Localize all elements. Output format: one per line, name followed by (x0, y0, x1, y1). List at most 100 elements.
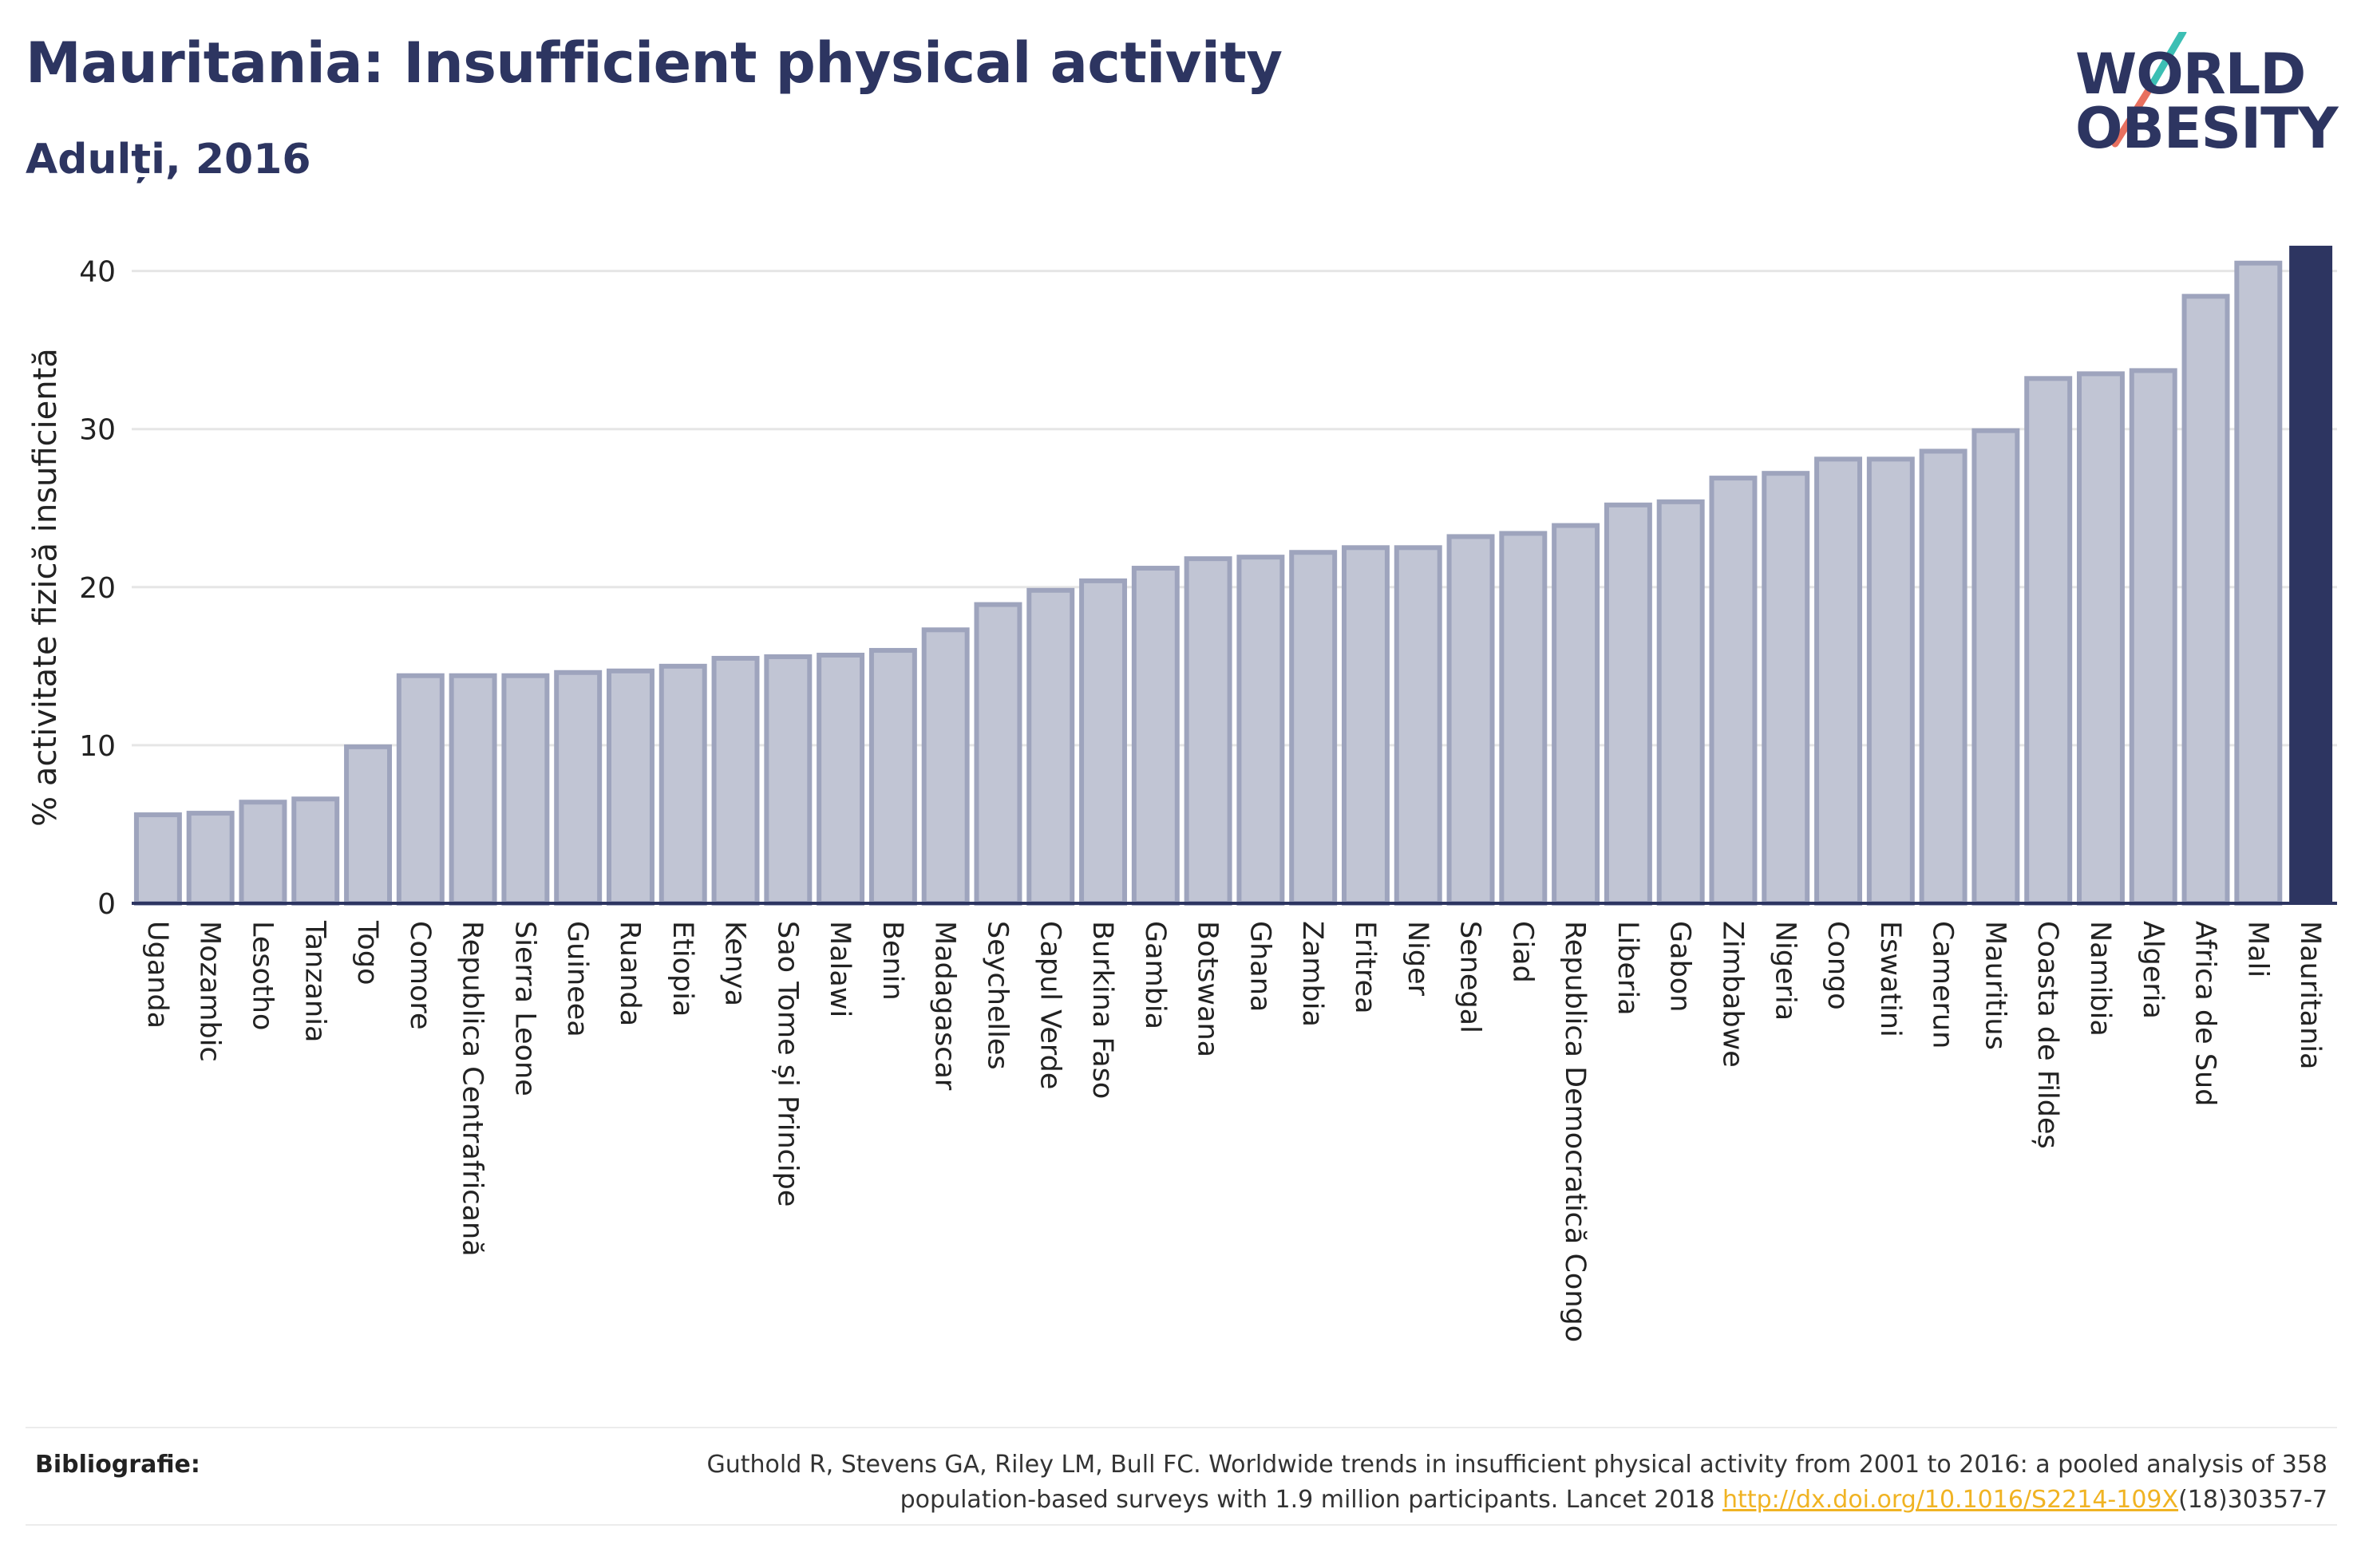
x-tick-label: Madagascar (929, 921, 961, 1091)
x-tick-label: Ruanda (614, 921, 646, 1026)
bar (1866, 456, 1915, 906)
x-tick-label: Ghana (1244, 921, 1275, 1012)
x-tick-label: Guineea (561, 921, 593, 1037)
bar (764, 654, 813, 906)
bar (1184, 556, 1232, 906)
x-tick-label: Malawi (824, 921, 856, 1017)
y-tick-label: 10 (79, 730, 116, 763)
x-tick-label: Mozambic (194, 921, 226, 1062)
bar (711, 655, 760, 906)
x-tick-label: Burkina Faso (1086, 921, 1118, 1099)
x-tick-label: Republica Democratică Congo (1559, 921, 1591, 1342)
page-subtitle: Adulți, 2016 (26, 136, 311, 184)
x-tick-label: Africa de Sud (2189, 921, 2221, 1106)
y-tick-label: 40 (79, 256, 116, 289)
x-tick-label: Zambia (1296, 921, 1328, 1027)
x-tick-label: Eswatini (1874, 921, 1906, 1037)
x-tick-label: Senegal (1454, 921, 1486, 1033)
doi-link[interactable]: http://dx.doi.org/10.1016/S2214-109X (1722, 1486, 2179, 1514)
y-tick-label: 30 (79, 414, 116, 447)
bar (1709, 476, 1758, 906)
bar (817, 652, 865, 906)
bar (658, 663, 707, 906)
x-tick-label: Togo (351, 920, 383, 985)
bar (1919, 448, 1968, 906)
bar (1289, 550, 1338, 906)
bar (501, 673, 550, 906)
x-tick-label: Tanzania (299, 920, 330, 1042)
x-tick-label: Mali (2241, 921, 2273, 978)
bar (344, 744, 393, 906)
bar (1446, 534, 1495, 906)
x-tick-label: Lesotho (246, 921, 278, 1030)
bar (1971, 428, 2020, 906)
bar (396, 673, 445, 906)
bar (2289, 245, 2333, 903)
bibliography-line-2-text: population-based surveys with 1.9 millio… (900, 1486, 1723, 1514)
bar (1814, 456, 1863, 906)
y-axis-label: % activitate fizică insuficientă (27, 348, 64, 827)
bar (1131, 566, 1180, 906)
page-title: Mauritania: Insufficient physical activi… (26, 30, 1283, 96)
x-tick-label: Nigeria (1769, 921, 1801, 1021)
world-obesity-logo: WORLD OBESITY (2075, 32, 2347, 168)
bar (186, 811, 235, 906)
bar (1499, 531, 1548, 906)
bar (133, 812, 182, 906)
x-tick-label: Seychelles (981, 921, 1013, 1070)
x-tick-label: Benin (876, 921, 908, 1001)
x-tick-label: Uganda (141, 921, 173, 1029)
logo-line-1: WORLD (2075, 41, 2306, 107)
bar (606, 668, 655, 906)
x-tick-label: Kenya (719, 921, 751, 1006)
bar (291, 796, 340, 906)
bar (1341, 545, 1390, 906)
footer-divider-top (26, 1427, 2337, 1428)
bar (2181, 294, 2230, 906)
x-tick-label: Algeria (2137, 921, 2169, 1019)
x-tick-label: Eritrea (1349, 921, 1381, 1014)
x-tick-label: Liberia (1612, 921, 1643, 1016)
bar (1762, 471, 1810, 906)
bar (2076, 371, 2125, 906)
x-tick-label: Zimbabwe (1716, 921, 1748, 1068)
x-tick-label: Botswana (1192, 921, 1224, 1057)
bar-chart: 0 10 20 30 40 % activitate fizică insuficient… (27, 245, 2337, 1342)
x-tick-label: Mauritius (1979, 921, 2011, 1050)
x-tick-label: Republica Centrafricană (457, 921, 488, 1257)
bar (868, 648, 917, 906)
bibliography-line-2: population-based surveys with 1.9 millio… (492, 1483, 2327, 1518)
bar (921, 627, 970, 906)
bar (974, 602, 1022, 906)
bibliography-line-2-suffix: (18)30357-7 (2178, 1486, 2327, 1514)
x-tick-label: Camerun (1927, 921, 1959, 1049)
bar (2024, 376, 2073, 906)
x-tick-label: Mauritania (2294, 921, 2326, 1069)
bar (1656, 499, 1705, 906)
x-tick-label: Niger (1402, 921, 1434, 997)
x-tick-label: Gabon (1664, 921, 1696, 1012)
x-tick-label: Ciad (1506, 921, 1538, 983)
bar (2129, 368, 2177, 906)
bar (1026, 587, 1075, 906)
bar (1079, 578, 1128, 906)
x-tick-label: Sierra Leone (508, 921, 540, 1096)
x-tick-label: Comore (404, 921, 436, 1030)
bar (449, 673, 497, 906)
bar (1394, 545, 1442, 906)
bar (1236, 555, 1285, 906)
bar (1604, 502, 1652, 906)
x-tick-label: Etiopia (666, 921, 698, 1017)
x-tick-label: Namibia (2084, 921, 2116, 1037)
bar (239, 800, 287, 906)
x-tick-label: Sao Tome și Principe (771, 921, 803, 1207)
logo-line-2: OBESITY (2075, 96, 2339, 161)
logo-slash-icon (2111, 32, 2187, 148)
bibliography-label: Bibliografie: (35, 1451, 200, 1479)
x-tick-label: Gambia (1139, 921, 1171, 1029)
bar (1552, 523, 1600, 906)
bar (554, 669, 603, 906)
y-tick-label: 0 (97, 888, 116, 921)
x-tick-label: Congo (1821, 921, 1853, 1010)
footer-divider-bottom (26, 1524, 2337, 1526)
